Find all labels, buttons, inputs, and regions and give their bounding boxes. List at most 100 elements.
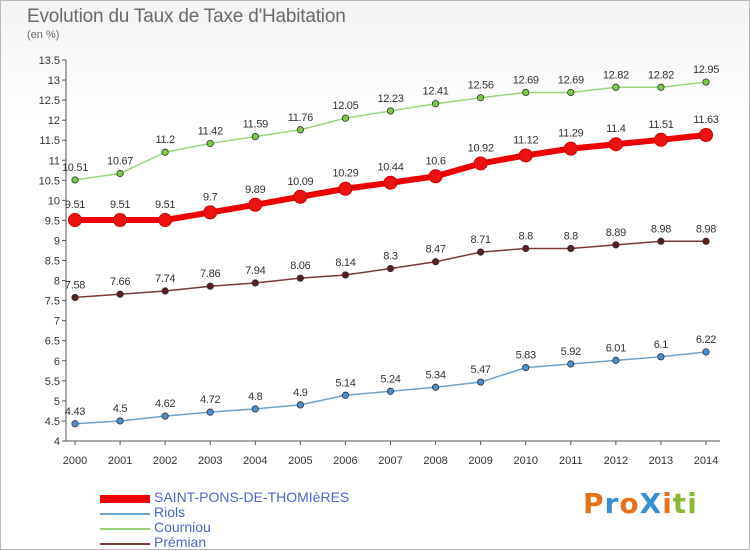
data-point-premian: [657, 237, 665, 245]
x-tick-label: 2002: [153, 455, 177, 467]
y-tick-label: 11.5: [39, 135, 60, 147]
data-label-courniou: 12.23: [377, 93, 403, 105]
data-label-premian: 8.3: [383, 251, 398, 263]
data-point-premian: [612, 241, 620, 249]
data-label-courniou: 12.69: [558, 74, 584, 86]
data-point-riols: [386, 387, 395, 395]
y-tick-label: 8.5: [45, 256, 60, 268]
data-label-premian: 8.47: [425, 244, 445, 256]
data-label-courniou: 12.69: [513, 74, 539, 86]
data-label-premian: 7.94: [245, 265, 265, 277]
x-tick-label: 2006: [333, 455, 357, 467]
data-label-courniou: 10.51: [62, 162, 88, 174]
data-label-premian: 7.74: [155, 273, 175, 285]
data-point-courniou: [296, 126, 304, 134]
data-label-premian: 8.06: [290, 260, 310, 272]
data-label-riols: 5.92: [561, 346, 581, 358]
chart-subtitle: (en %): [27, 29, 60, 41]
data-label-saint-pons-de-thomieres: 11.63: [693, 114, 718, 126]
x-tick-label: 2007: [378, 455, 402, 467]
data-point-courniou: [116, 169, 124, 178]
data-label-saint-pons-de-thomieres: 10.6: [425, 155, 445, 167]
data-point-riols: [206, 408, 214, 416]
x-tick-label: 2001: [108, 455, 132, 467]
y-tick-label: 9: [54, 235, 60, 247]
data-label-riols: 4.9: [293, 387, 308, 399]
data-label-premian: 8.71: [471, 234, 491, 246]
data-point-premian: [206, 282, 214, 290]
data-point-courniou: [657, 83, 665, 91]
data-point-riols: [567, 360, 575, 368]
data-point-courniou: [612, 83, 620, 91]
data-label-saint-pons-de-thomieres: 9.51: [110, 199, 130, 211]
data-point-courniou: [702, 78, 710, 86]
data-label-saint-pons-de-thomieres: 11.29: [558, 128, 583, 140]
y-tick-label: 4: [54, 436, 60, 448]
data-label-saint-pons-de-thomieres: 11.51: [648, 119, 673, 131]
data-point-premian: [702, 237, 710, 245]
data-label-saint-pons-de-thomieres: 9.89: [245, 184, 265, 196]
data-label-riols: 4.72: [200, 394, 220, 406]
data-point-premian: [116, 290, 124, 298]
y-tick-label: 13.5: [39, 55, 60, 67]
data-point-saint-pons-de-thomieres: [608, 137, 623, 152]
y-tick-label: 11: [49, 155, 60, 167]
data-label-courniou: 11.42: [198, 125, 223, 137]
data-point-riols: [251, 405, 259, 413]
data-point-courniou: [431, 100, 440, 108]
data-point-saint-pons-de-thomieres: [158, 213, 173, 228]
data-point-courniou: [206, 139, 214, 148]
data-label-premian: 8.8: [564, 230, 579, 242]
data-point-premian: [522, 244, 530, 253]
legend-swatch: [100, 513, 150, 515]
data-label-courniou: 12.05: [332, 100, 358, 112]
data-point-courniou: [522, 88, 530, 97]
y-tick-label: 7: [54, 316, 60, 328]
legend-label: SAINT-PONS-DE-THOMIèRES: [154, 489, 350, 505]
data-point-premian: [341, 271, 350, 279]
data-point-saint-pons-de-thomieres: [383, 175, 398, 190]
data-label-riols: 4.43: [65, 406, 85, 418]
data-label-premian: 8.98: [696, 223, 716, 235]
data-point-premian: [296, 274, 304, 282]
data-point-premian: [477, 248, 485, 256]
data-label-courniou: 11.2: [155, 134, 175, 146]
data-label-riols: 4.5: [113, 403, 128, 415]
x-tick-label: 2003: [198, 455, 222, 467]
legend-swatch: [100, 528, 150, 530]
y-tick-label: 4.5: [45, 416, 60, 428]
x-tick-label: 2008: [423, 455, 447, 467]
x-tick-label: 2014: [694, 455, 718, 467]
data-label-riols: 6.01: [606, 342, 626, 354]
y-tick-label: 10: [48, 195, 60, 207]
data-label-premian: 7.86: [200, 268, 220, 280]
data-label-riols: 6.1: [654, 339, 669, 351]
y-tick-label: 9.5: [45, 215, 60, 227]
data-point-premian: [251, 279, 259, 287]
y-tick-label: 13: [48, 75, 60, 87]
data-label-saint-pons-de-thomieres: 9.51: [155, 199, 175, 211]
y-tick-label: 8: [54, 276, 60, 288]
data-label-riols: 5.24: [380, 373, 400, 385]
x-tick-label: 2013: [649, 455, 673, 467]
y-tick-label: 6.5: [45, 336, 60, 348]
data-point-saint-pons-de-thomieres: [428, 169, 443, 184]
data-label-riols: 5.83: [516, 350, 536, 362]
legend-label: Courniou: [154, 519, 211, 535]
data-point-riols: [161, 412, 169, 420]
x-tick-label: 2005: [288, 455, 312, 467]
y-tick-label: 5: [54, 396, 60, 408]
data-point-saint-pons-de-thomieres: [338, 181, 353, 196]
legend-swatch: [100, 495, 150, 503]
data-point-courniou: [567, 88, 575, 97]
x-tick-label: 2000: [63, 455, 87, 467]
x-tick-label: 2011: [559, 455, 583, 467]
legend-label: Riols: [154, 504, 186, 520]
data-label-courniou: 11.76: [288, 112, 313, 124]
data-point-premian: [386, 264, 395, 273]
data-label-saint-pons-de-thomieres: 10.09: [287, 176, 313, 188]
y-tick-label: 10.5: [39, 175, 60, 187]
data-point-riols: [657, 353, 665, 361]
